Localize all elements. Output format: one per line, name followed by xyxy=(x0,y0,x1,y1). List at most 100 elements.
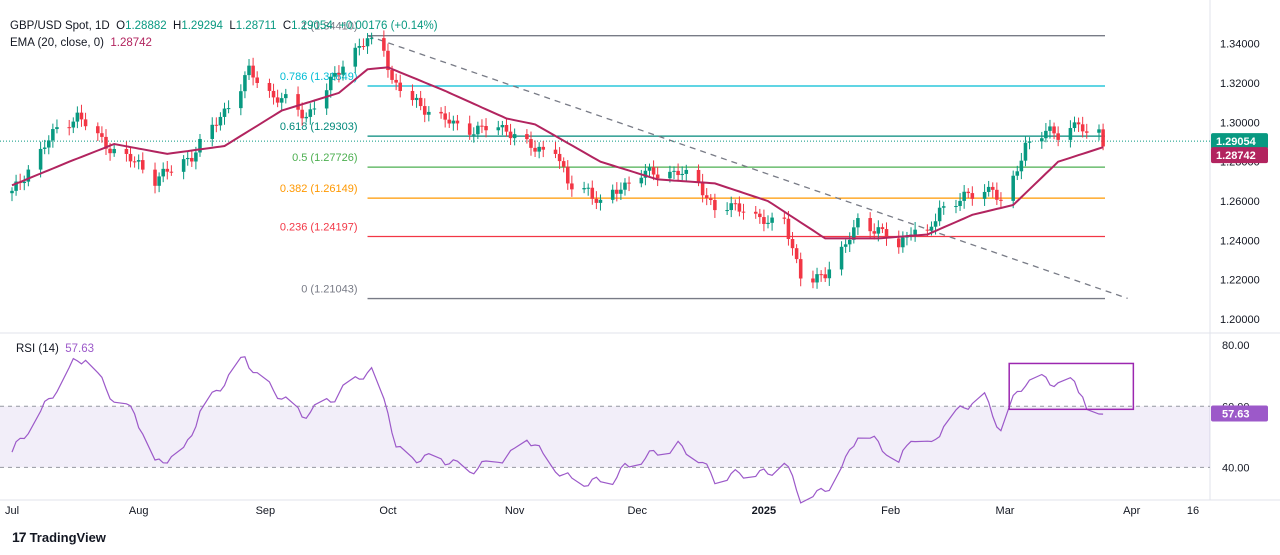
candle-body xyxy=(512,134,517,139)
candle-body xyxy=(1072,122,1077,129)
open-label: O xyxy=(116,20,126,32)
candle-body xyxy=(418,97,423,107)
candle-body xyxy=(876,227,881,234)
candle-body xyxy=(165,168,170,172)
candle-body xyxy=(1052,126,1056,134)
candle-body xyxy=(185,157,190,160)
candle-body xyxy=(1040,138,1044,142)
x-tick-label: Mar xyxy=(996,505,1015,517)
candle-body xyxy=(954,206,958,208)
rsi-line xyxy=(11,356,1104,504)
candle-body xyxy=(986,186,991,192)
candle-body xyxy=(1044,130,1048,139)
candle-body xyxy=(312,108,317,110)
candle-body xyxy=(753,211,758,214)
candle-body xyxy=(982,191,987,199)
candle-body xyxy=(839,246,844,270)
brand-name: TradingView xyxy=(29,529,106,545)
candle-body xyxy=(852,227,856,240)
open-value: 1.28882 xyxy=(125,20,167,32)
ema-price-tag-bg xyxy=(1211,147,1268,164)
symbol-legend: GBP/USD Spot, 1D O1.28882 H1.29294 L1.28… xyxy=(10,20,438,32)
candle-body xyxy=(561,161,566,167)
candle-body xyxy=(300,109,304,119)
candle-body xyxy=(762,217,766,224)
candle-body xyxy=(222,108,227,117)
candle-body xyxy=(157,176,161,186)
candle-body xyxy=(1019,160,1024,172)
candle-body xyxy=(271,90,276,98)
change-value: +0.00176 (+0.14%) xyxy=(339,20,438,32)
tradingview-logo[interactable]: 17 TradingView xyxy=(12,529,106,545)
x-tick-label: Nov xyxy=(505,505,525,517)
candle-body xyxy=(427,111,431,115)
candle-body xyxy=(353,47,358,67)
candle-body xyxy=(1101,129,1105,147)
candle-body xyxy=(422,106,427,115)
candle-body xyxy=(112,148,116,154)
tradingview-logo-icon: 17 xyxy=(12,529,27,545)
candle-body xyxy=(770,217,774,223)
x-tick-label: 16 xyxy=(1187,505,1199,517)
candle-body xyxy=(226,108,231,110)
candle-body xyxy=(1023,142,1028,161)
candle-body xyxy=(557,153,562,162)
candle-body xyxy=(704,195,709,199)
candle-body xyxy=(639,177,644,184)
trendline xyxy=(367,35,1128,300)
candle-body xyxy=(71,121,76,128)
y-tick-label: 1.30000 xyxy=(1220,117,1260,129)
x-tick-label: Aug xyxy=(129,505,149,517)
candle-body xyxy=(1027,141,1032,143)
candle-body xyxy=(67,127,71,129)
candle-body xyxy=(880,227,885,230)
rsi-value: 57.63 xyxy=(65,343,94,355)
candle-body xyxy=(386,50,390,71)
candle-body xyxy=(541,146,546,150)
candle-body xyxy=(741,211,746,213)
candle-body xyxy=(696,169,701,182)
candle-body xyxy=(962,191,966,201)
x-tick-label: Sep xyxy=(256,505,276,517)
candle-body xyxy=(729,203,733,211)
candle-body xyxy=(827,269,832,279)
candle-body xyxy=(239,91,243,109)
candle-body xyxy=(680,173,684,176)
candle-body xyxy=(83,119,88,127)
candle-body xyxy=(394,79,398,83)
candle-body xyxy=(999,199,1003,201)
candle-body xyxy=(970,193,975,199)
candle-body xyxy=(1080,124,1085,132)
candle-body xyxy=(51,129,55,141)
candle-body xyxy=(847,239,852,245)
candle-body xyxy=(324,90,329,109)
candle-body xyxy=(10,190,14,194)
y-tick-label: 1.34000 xyxy=(1220,39,1260,51)
candle-body xyxy=(529,139,533,148)
fib-level-label: 0.5 (1.27726) xyxy=(292,152,357,164)
candle-body xyxy=(615,189,619,194)
candle-body xyxy=(598,199,603,203)
candle-body xyxy=(647,167,652,171)
candle-body xyxy=(811,278,815,283)
candle-body xyxy=(308,109,313,117)
candle-body xyxy=(500,124,505,128)
fib-level-label: 0.382 (1.26149) xyxy=(280,183,358,195)
candle-body xyxy=(304,116,309,119)
candle-body xyxy=(565,166,570,184)
ema-price-tag: 1.28742 xyxy=(1216,150,1256,162)
candle-body xyxy=(925,229,930,231)
candle-body xyxy=(279,98,284,103)
fib-level-label: 1 (1.34410) xyxy=(301,21,357,33)
candle-body xyxy=(672,170,676,172)
candle-body xyxy=(553,149,558,154)
rsi-label: RSI (14) xyxy=(16,343,59,355)
candle-body xyxy=(22,181,27,184)
close-label: C xyxy=(282,20,292,32)
candle-body xyxy=(361,46,366,48)
candle-body xyxy=(627,182,631,184)
candle-body xyxy=(504,124,509,132)
candle-body xyxy=(210,124,215,139)
candle-body xyxy=(758,213,762,218)
candle-body xyxy=(913,229,917,235)
